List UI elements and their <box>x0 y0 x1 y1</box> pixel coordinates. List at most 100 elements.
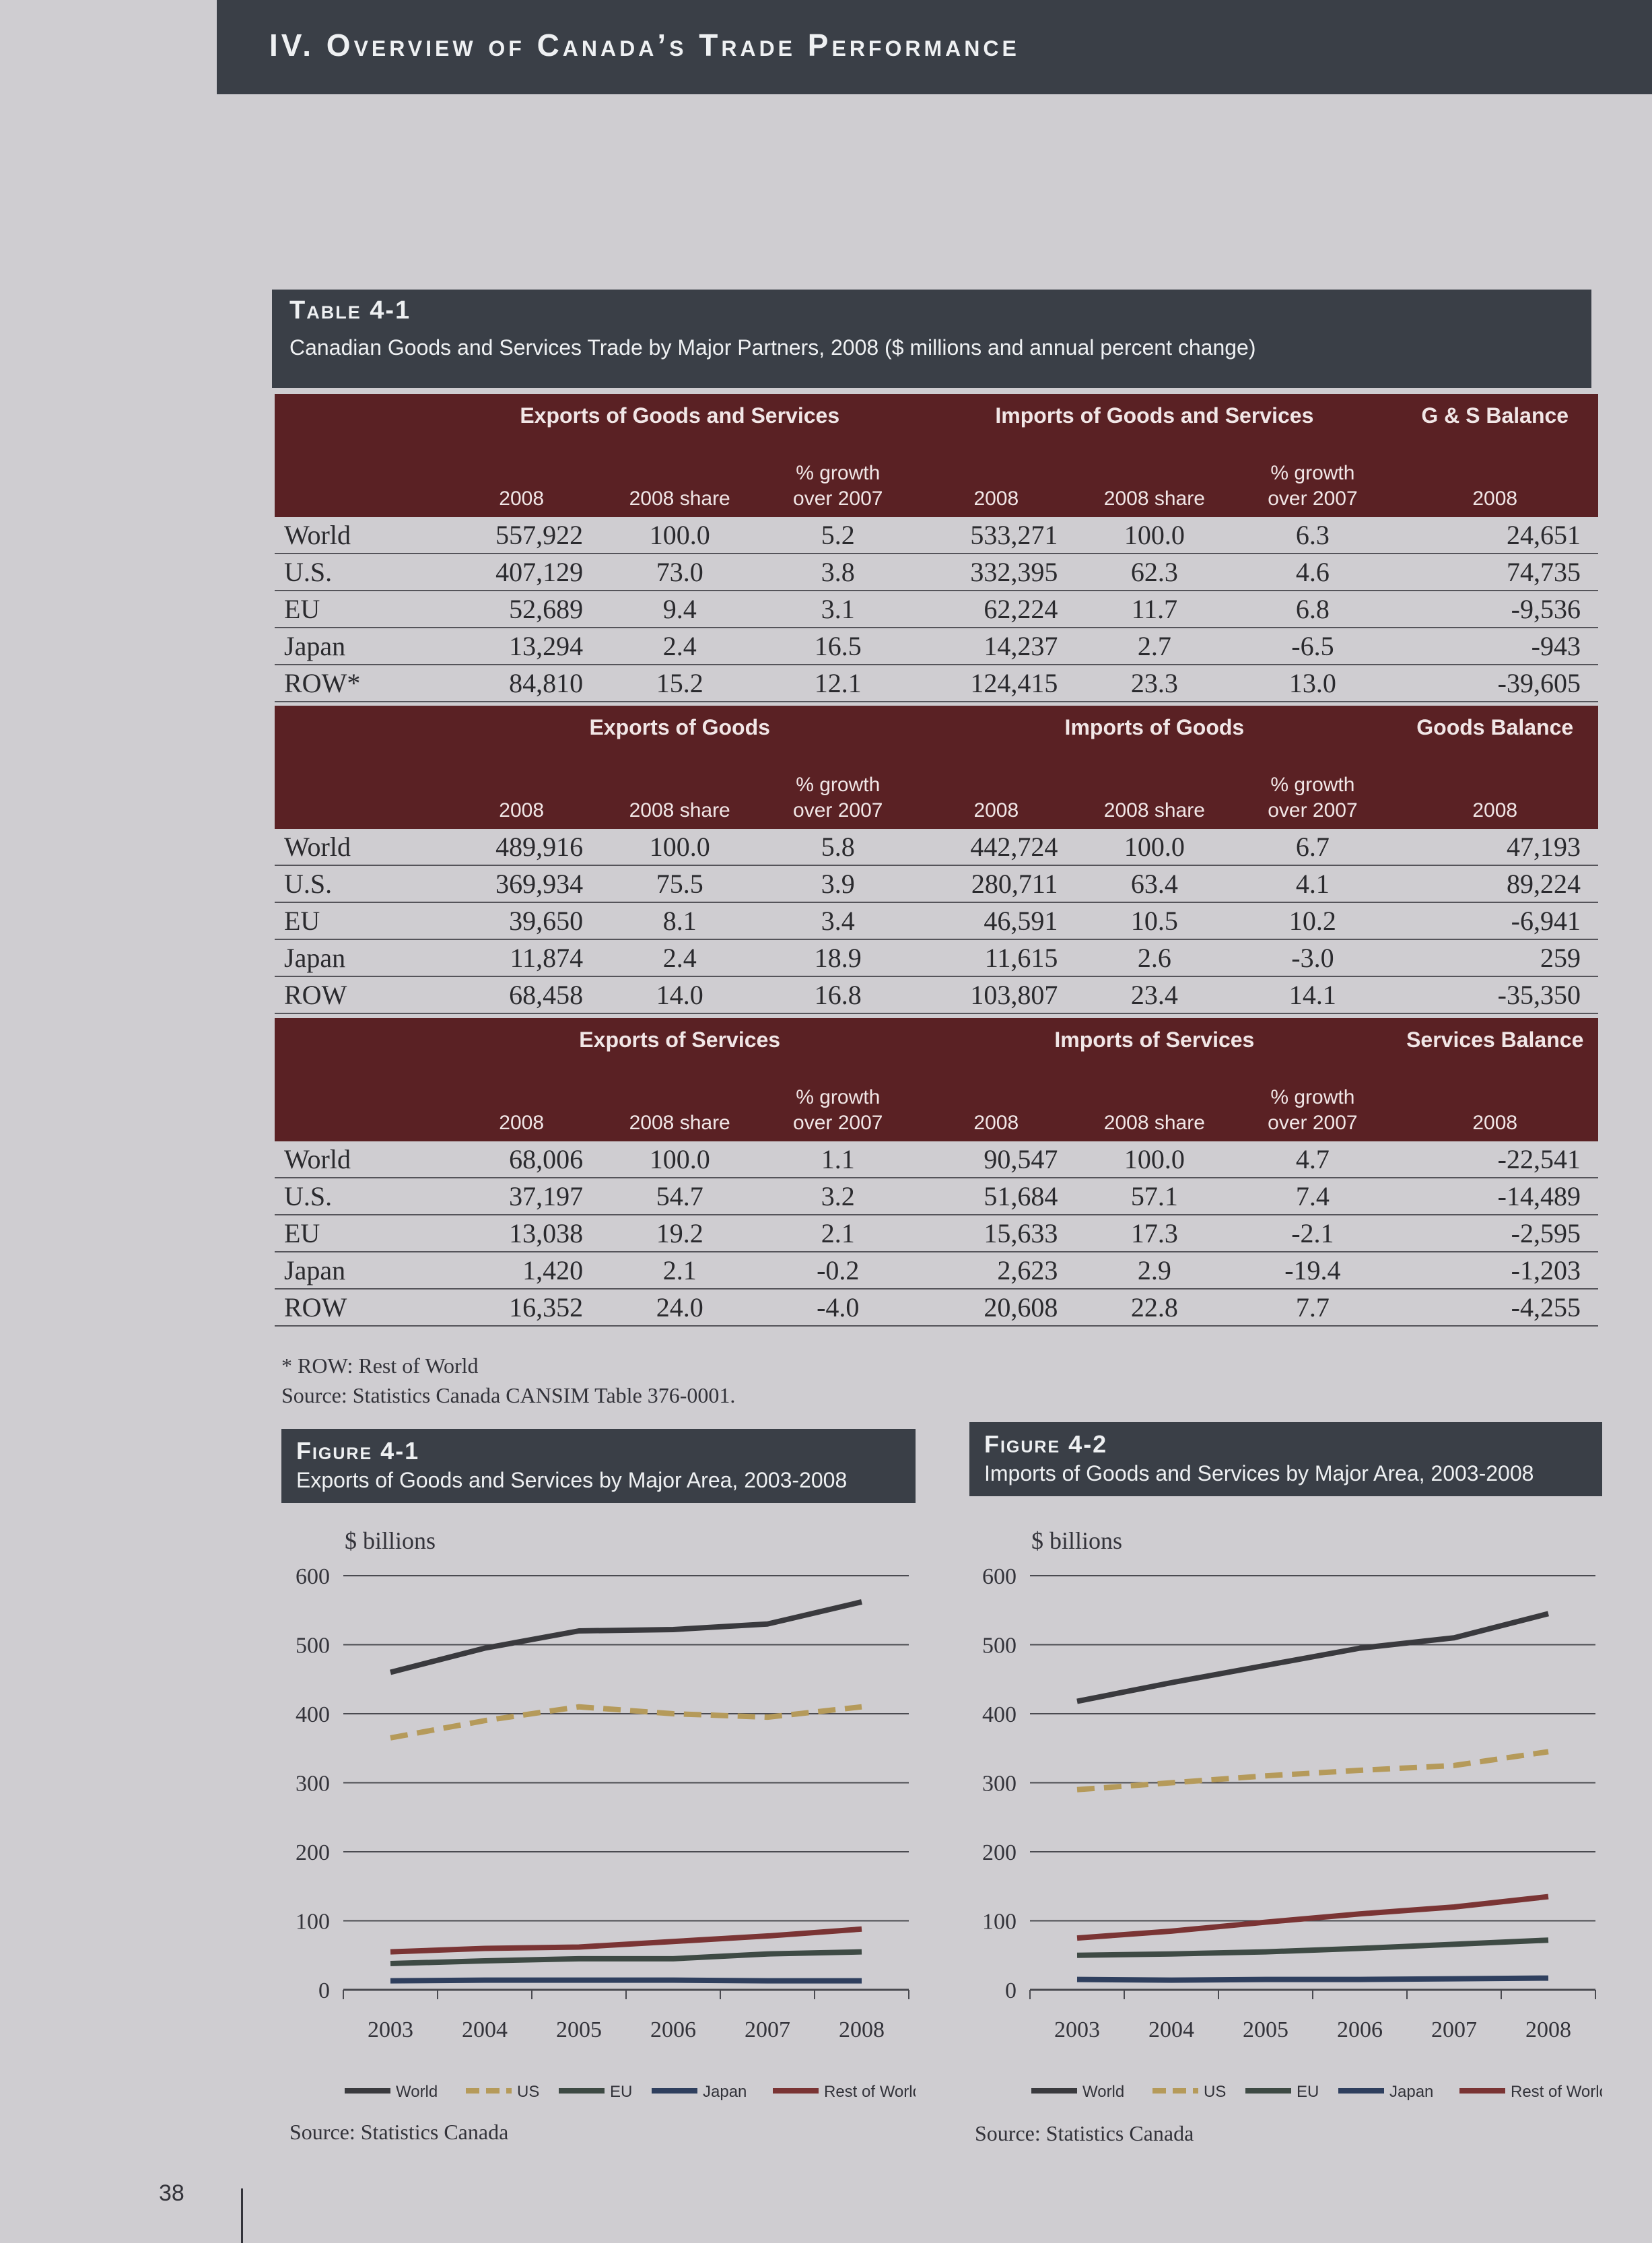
table-cell: -9,536 <box>1391 591 1598 628</box>
col-growth-line1: % growth <box>1270 774 1355 796</box>
y-axis-label: $ billions <box>1031 1527 1122 1554</box>
table-cell: 2.9 <box>1075 1252 1234 1290</box>
col-year: 2008 <box>1391 1061 1598 1141</box>
table-cell: 9.4 <box>600 591 759 628</box>
page-number-rule <box>241 2188 243 2243</box>
table-row: U.S. 37,197 54.7 3.2 51,684 57.1 7.4 -14,489 <box>275 1178 1598 1215</box>
series-line-rest-of-world <box>390 1926 862 1955</box>
legend-label: Rest of World <box>1511 2083 1602 2101</box>
col-growth: % growth over 2007 <box>759 1061 918 1141</box>
exports-title: Exports of Goods <box>442 706 918 748</box>
table-row: World 489,916 100.0 5.8 442,724 100.0 6.7 47,19… <box>275 829 1598 866</box>
y-tick-label: 200 <box>296 1840 330 1865</box>
table-cell: 19.2 <box>600 1215 759 1252</box>
legend-label: EU <box>610 2083 632 2101</box>
row-label: ROW* <box>275 665 443 702</box>
figure-1-label: Figure 4-1 <box>296 1437 420 1465</box>
col-growth-line1: % growth <box>796 462 881 484</box>
table-cell: 11,615 <box>917 939 1076 977</box>
table-cell: 2,623 <box>917 1252 1076 1290</box>
row-label: EU <box>275 591 443 628</box>
figure-1-title: Exports of Goods and Services by Major A… <box>296 1468 848 1492</box>
y-tick-label: 200 <box>982 1840 1017 1865</box>
table-cell: -6,941 <box>1391 902 1598 940</box>
table-cell: 100.0 <box>1075 517 1234 554</box>
table-cell: -3.0 <box>1233 939 1392 977</box>
table-cell: 13.0 <box>1233 665 1392 702</box>
series-line-world <box>390 1599 862 1675</box>
table-row: U.S. 407,129 73.0 3.8 332,395 62.3 4.6 74,735 <box>275 554 1598 591</box>
table-cell: 6.7 <box>1233 829 1392 866</box>
table-cell: 103,807 <box>917 976 1076 1014</box>
table-cell: 4.6 <box>1233 554 1392 591</box>
figure-1-source: Source: Statistics Canada <box>289 2120 509 2144</box>
table-cell: -2,595 <box>1391 1215 1598 1252</box>
col-growth-line2: over 2007 <box>1268 488 1358 510</box>
section-title-row: Exports of Goods and Services Imports of… <box>275 394 1598 436</box>
col-year: 2008 <box>442 436 601 517</box>
table-cell: 3.2 <box>759 1178 918 1215</box>
table-cell: 14.0 <box>600 976 759 1014</box>
series-line-world <box>1076 1611 1549 1704</box>
table-cell: 23.4 <box>1075 976 1234 1014</box>
table-cell: 2.4 <box>600 628 759 665</box>
table-cell: 2.7 <box>1075 628 1234 665</box>
col-growth-line1: % growth <box>796 774 881 796</box>
series-line-us <box>1076 1749 1549 1793</box>
row-label: Japan <box>275 939 443 977</box>
legend-label: US <box>1204 2083 1226 2101</box>
table-cell: 7.7 <box>1233 1289 1392 1327</box>
series-line-japan <box>390 1977 862 1984</box>
x-tick-label: 2004 <box>462 2017 508 2042</box>
table-cell: 557,922 <box>442 517 601 554</box>
legend-label: World <box>396 2083 438 2101</box>
table-cell: 4.1 <box>1233 865 1392 903</box>
y-tick-label: 600 <box>982 1564 1017 1589</box>
table-cell: 47,193 <box>1391 829 1598 866</box>
col-growth-line2: over 2007 <box>793 488 883 510</box>
table-cell: 20,608 <box>917 1289 1076 1327</box>
table-cell: 3.9 <box>759 865 918 903</box>
x-tick-label: 2007 <box>745 2017 790 2042</box>
table-cell: 37,197 <box>442 1178 601 1215</box>
series-line-eu <box>1076 1937 1549 1958</box>
table-cell: -39,605 <box>1391 665 1598 702</box>
table-row: Japan 1,420 2.1 -0.2 2,623 2.9 -19.4 -1,203 <box>275 1252 1598 1290</box>
legend-label: US <box>517 2083 539 2101</box>
table-cell: 3.1 <box>759 591 918 628</box>
table-cell: 12.1 <box>759 665 918 702</box>
table-cell: 332,395 <box>917 554 1076 591</box>
row-label: EU <box>275 902 443 940</box>
table-cell: 8.1 <box>600 902 759 940</box>
table-cell: 11.7 <box>1075 591 1234 628</box>
col-growth-line2: over 2007 <box>1268 799 1358 822</box>
table-cell: 73.0 <box>600 554 759 591</box>
table-cell: 11,874 <box>442 939 601 977</box>
table-cell: 75.5 <box>600 865 759 903</box>
table-row: Japan 13,294 2.4 16.5 14,237 2.7 -6.5 -943 <box>275 628 1598 665</box>
x-tick-label: 2003 <box>1054 2017 1100 2042</box>
table-cell: 24,651 <box>1391 517 1598 554</box>
table-cell: 124,415 <box>917 665 1076 702</box>
column-header-row: 2008 2008 share % growth over 2007 2008 2… <box>275 436 1598 517</box>
table-cell: 15,633 <box>917 1215 1076 1252</box>
table-cell: 14,237 <box>917 628 1076 665</box>
table-cell: 2.4 <box>600 939 759 977</box>
table-cell: 89,224 <box>1391 865 1598 903</box>
col-growth-line1: % growth <box>1270 462 1355 484</box>
col-growth: % growth over 2007 <box>1233 436 1392 517</box>
x-tick-label: 2007 <box>1431 2017 1477 2042</box>
series-line-eu <box>390 1949 862 1967</box>
col-year: 2008 <box>917 748 1076 829</box>
table-cell: -943 <box>1391 628 1598 665</box>
x-tick-label: 2008 <box>839 2017 885 2042</box>
table-cell: -19.4 <box>1233 1252 1392 1290</box>
table-row: ROW* 84,810 15.2 12.1 124,415 23.3 13.0 -39,605 <box>275 665 1598 702</box>
table-cell: 2.1 <box>759 1215 918 1252</box>
figure-2-heading: Figure 4-2 Imports of Goods and Services… <box>969 1422 1602 1496</box>
table-cell: 62,224 <box>917 591 1076 628</box>
table-cell: -2.1 <box>1233 1215 1392 1252</box>
table-cell: 1.1 <box>759 1141 918 1178</box>
table-row: EU 52,689 9.4 3.1 62,224 11.7 6.8 -9,536 <box>275 591 1598 628</box>
col-year: 2008 <box>1391 436 1598 517</box>
